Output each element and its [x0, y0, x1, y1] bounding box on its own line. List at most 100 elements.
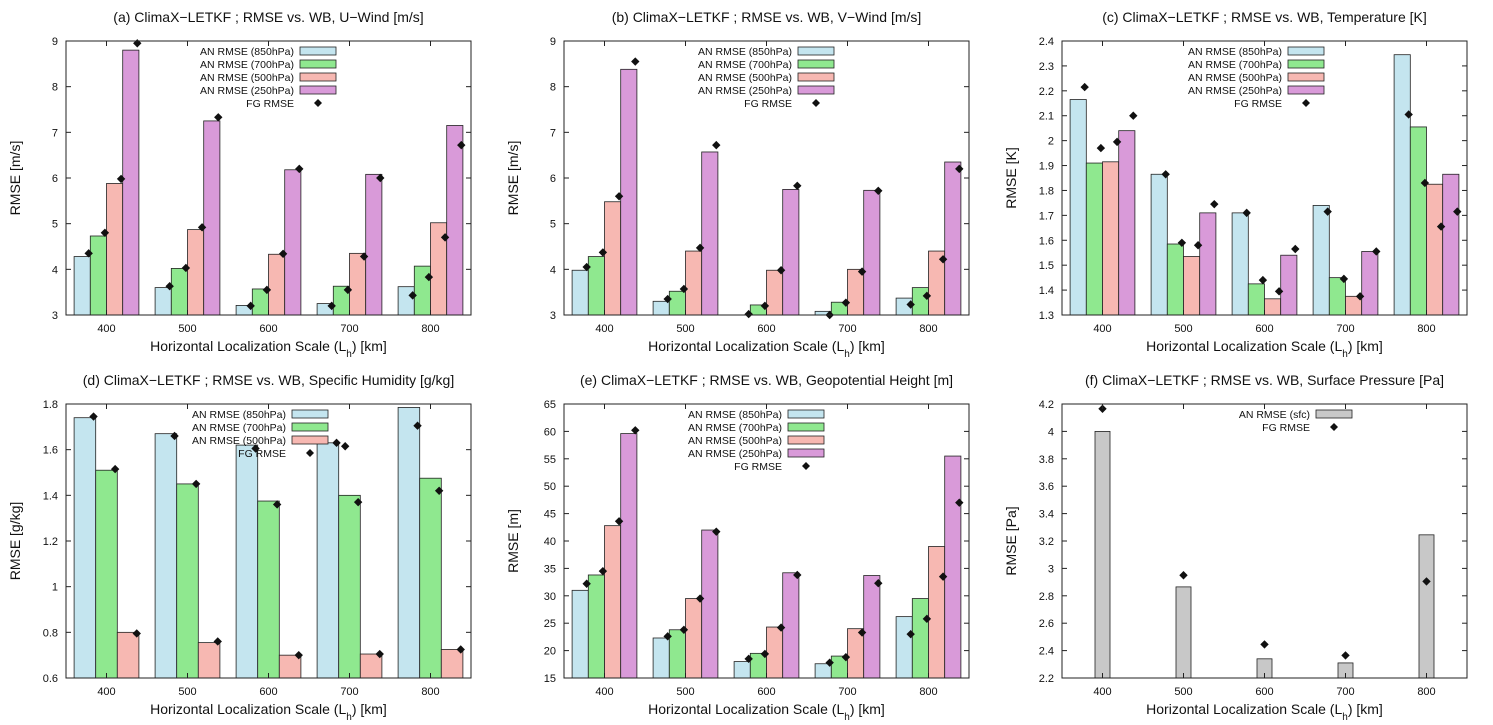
x-tick-label: 400 [97, 686, 115, 698]
fg-marker [1080, 82, 1089, 92]
bar [701, 151, 719, 316]
x-tick-label: 400 [97, 323, 115, 335]
fg-marker [1372, 247, 1381, 256]
fg-marker [841, 652, 851, 662]
legend-label: FG RMSE [1262, 422, 1310, 434]
chart-panel-d: (d) ClimaX−LETKF ; RMSE vs. WB, Specific… [0, 363, 497, 725]
x-axis-label: Horizontal Localization Scale (Lh) [km] [648, 338, 885, 360]
legend-label: AN RMSE (850hPa) [688, 409, 782, 421]
bar [1102, 161, 1120, 316]
bar [620, 433, 638, 679]
bar [911, 598, 929, 679]
bar [1094, 431, 1111, 679]
fg-marker [327, 301, 336, 311]
plot-frame [563, 403, 970, 679]
legend-swatch-fg [812, 99, 820, 107]
fg-marker [408, 291, 417, 300]
fg-marker [262, 285, 272, 295]
plot-frame [563, 40, 970, 316]
fg-marker [598, 248, 608, 257]
fg-marker [1129, 111, 1138, 120]
bar [847, 628, 865, 679]
legend-swatch [1287, 59, 1325, 69]
bar [782, 572, 800, 679]
bars [571, 68, 962, 316]
bar [338, 494, 361, 679]
legend-swatch [1287, 46, 1325, 56]
bar [1247, 283, 1265, 316]
y-tick-label: 35 [544, 563, 556, 575]
bar [1418, 534, 1435, 679]
y-tick-label: 1.2 [43, 536, 58, 548]
bar [1085, 162, 1103, 316]
x-axis-label: Horizontal Localization Scale (Lh) [km] [1146, 701, 1383, 723]
legend-label: FG RMSE [734, 461, 782, 473]
bar [1280, 254, 1298, 316]
x-tick-label: 800 [919, 323, 937, 335]
y-axis: 2.2 2.4 2.6 2.8 3 3.2 3.4 3.6 3.8 4 4.2 [1039, 399, 1467, 685]
bar [284, 169, 302, 316]
fg-marker [457, 140, 466, 150]
bar [1442, 173, 1460, 316]
legend-label: AN RMSE (850hPa) [200, 46, 294, 58]
fg-marker [1179, 571, 1188, 580]
x-tick-label: 700 [340, 686, 358, 698]
x-tick-label: 400 [1093, 323, 1111, 335]
fg-marker [1096, 143, 1106, 153]
bar [652, 300, 670, 316]
bar [782, 189, 800, 316]
y-tick-label: 1.3 [1039, 310, 1054, 322]
y-tick-label: 65 [544, 399, 556, 411]
bars [73, 407, 464, 679]
y-tick-label: 1.6 [43, 445, 58, 457]
bar [419, 477, 442, 679]
y-tick-label: 1.9 [1039, 161, 1054, 173]
bar [895, 616, 913, 679]
y-tick-label: 40 [544, 536, 556, 548]
legend-swatch [1287, 72, 1325, 82]
y-tick-label: 2.6 [1039, 618, 1054, 630]
bar [95, 469, 118, 679]
chart-title: (e) ClimaX−LETKF ; RMSE vs. WB, Geopoten… [580, 372, 953, 388]
y-tick-label: 6 [52, 173, 58, 185]
fg-marker [84, 249, 93, 258]
x-axis-label: Horizontal Localization Scale (Lh) [km] [648, 701, 885, 723]
y-tick-label: 5 [52, 219, 58, 231]
bar [863, 575, 881, 679]
bar [413, 265, 431, 316]
fg-marker [434, 486, 444, 495]
fg-marker [938, 572, 948, 581]
bar [604, 525, 622, 679]
legend-swatch [787, 422, 825, 432]
fg-marker [1258, 275, 1268, 285]
y-tick-label: 45 [544, 509, 556, 521]
fg-marker [1453, 207, 1462, 216]
fg-marker [413, 421, 422, 430]
bar [571, 589, 589, 679]
bar [652, 637, 670, 679]
bar [1150, 173, 1168, 316]
y-axis: 0.6 0.8 1 1.2 1.4 1.6 1.8 [43, 399, 471, 685]
chart-title: (f) ClimaX−LETKF ; RMSE vs. WB, Surface … [1085, 372, 1444, 388]
bar [154, 433, 178, 679]
bar [440, 649, 464, 679]
x-tick-label: 800 [1417, 323, 1435, 335]
y-tick-label: 1.6 [1039, 235, 1054, 247]
legend-swatch [787, 448, 825, 458]
x-tick-label: 400 [595, 323, 613, 335]
y-tick-label: 3 [1048, 563, 1054, 575]
bar [235, 444, 259, 679]
bar [1409, 126, 1427, 316]
legend-label: FG RMSE [1234, 98, 1282, 110]
chart-panel-c: (c) ClimaX−LETKF ; RMSE vs. WB, Temperat… [996, 0, 1493, 362]
x-tick-label: 500 [676, 323, 694, 335]
bar [349, 252, 367, 316]
fg-marker [598, 566, 608, 576]
y-axis-label: RMSE [m/s] [505, 141, 521, 216]
bar [316, 442, 340, 679]
bar [122, 49, 140, 316]
y-tick-label: 1.5 [1039, 260, 1054, 272]
bar [1393, 54, 1411, 316]
fg-marker [760, 301, 770, 311]
bar [446, 125, 464, 316]
